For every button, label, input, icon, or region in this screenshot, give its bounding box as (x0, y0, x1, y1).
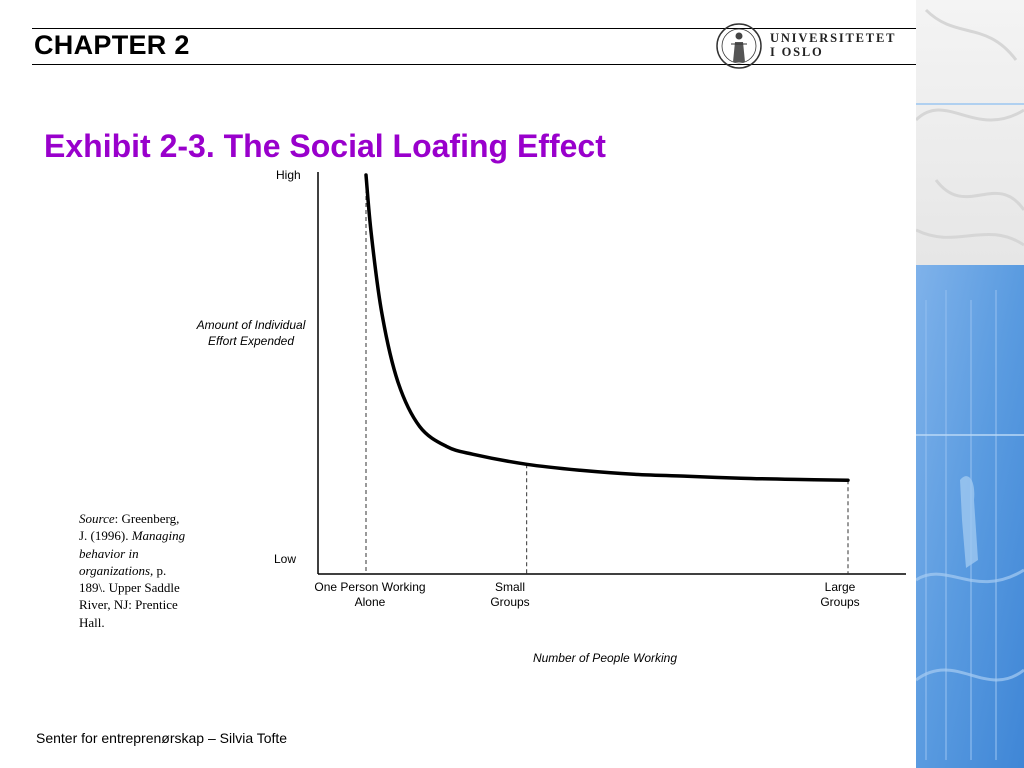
university-name-line2: I OSLO (770, 45, 824, 59)
source-author: : Greenberg, J. (1996). (79, 511, 180, 544)
y-tick-low: Low (274, 552, 297, 566)
decorative-side-panel (916, 0, 1024, 768)
effort-curve (364, 173, 850, 482)
source-publisher: p. 189\. Upper Saddle River, NJ: Prentic… (79, 562, 180, 630)
university-logo: UNIVERSITETET I OSLO (715, 22, 915, 70)
university-name: UNIVERSITETET I OSLO (770, 31, 896, 59)
y-tick-high: High (276, 168, 301, 182)
y-axis-label: Amount of Individual Effort Expended (196, 318, 306, 348)
university-seal-icon (716, 23, 762, 69)
x-tick-small-groups: Small Groups (490, 580, 530, 609)
source-citation: Source: Greenberg, J. (1996). Managing b… (79, 510, 189, 631)
source-label: Source (79, 511, 115, 526)
x-tick-large-groups: Large Groups (820, 580, 860, 609)
header-bottom-rule (32, 64, 986, 65)
chapter-heading: CHAPTER 2 (34, 30, 190, 60)
university-name-line1: UNIVERSITETET (770, 31, 897, 45)
x-axis-label: Number of People Working (532, 651, 678, 665)
source-book-title: Managing behavior in organizations, (79, 528, 186, 578)
x-tick-one-person: One Person Working Alone (314, 580, 426, 609)
side-panel-artwork (916, 0, 1024, 768)
reference-lines (365, 175, 849, 574)
header-top-rule (32, 28, 986, 29)
footer-credit: Senter for entreprenørskap – Silvia Toft… (36, 730, 288, 746)
exhibit-title: Exhibit 2-3. The Social Loafing Effect (44, 128, 606, 164)
